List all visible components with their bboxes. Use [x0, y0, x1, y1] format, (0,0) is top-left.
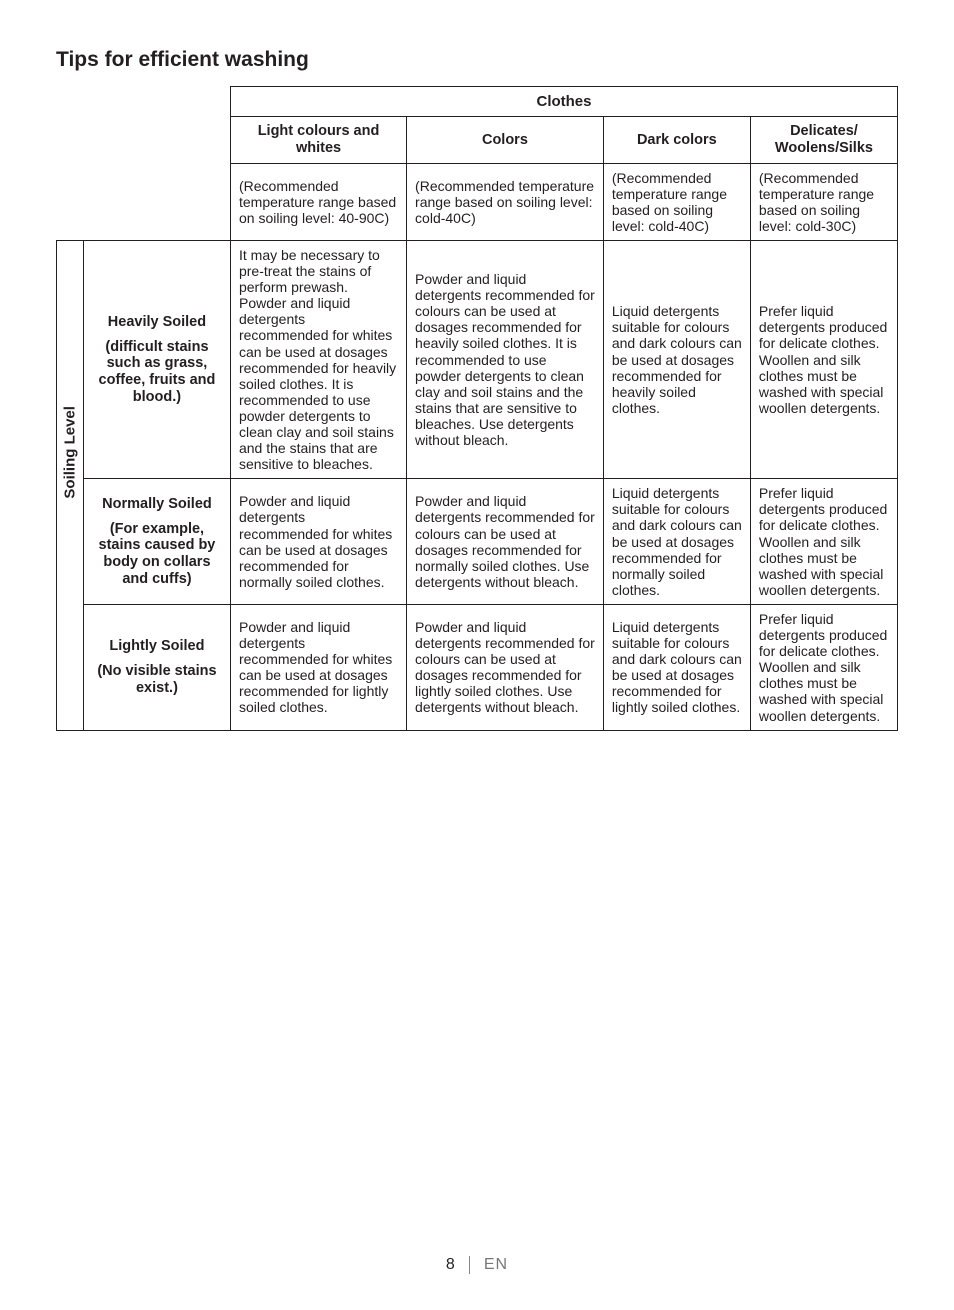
cell-normal-light: Powder and liquid detergents recommended…	[230, 479, 406, 605]
temp-light: (Recommended temperature range based on …	[230, 163, 406, 240]
row-label-sub: (For example, stains caused by body on c…	[92, 521, 222, 588]
row-label-heavy: Heavily Soiled (difficult stains such as…	[83, 240, 230, 478]
row-label-title: Lightly Soiled	[92, 638, 222, 655]
cell-normal-dark: Liquid detergents suitable for colours a…	[603, 479, 750, 605]
table-row: Normally Soiled (For example, stains cau…	[57, 479, 898, 605]
table-row: Soiling Level Heavily Soiled (difficult …	[57, 240, 898, 478]
page-number: 8	[446, 1256, 470, 1274]
col-header-colors: Colors	[407, 117, 604, 163]
temp-delicates: (Recommended temperature range based on …	[750, 163, 897, 240]
row-label-title: Heavily Soiled	[92, 314, 222, 331]
cell-light-delicates: Prefer liquid detergents produced for de…	[750, 604, 897, 730]
row-label-sub: (No visible stains exist.)	[92, 663, 222, 696]
cell-heavy-delicates: Prefer liquid detergents produced for de…	[750, 240, 897, 478]
table-row: Lightly Soiled (No visible stains exist.…	[57, 604, 898, 730]
spacer-cell	[57, 87, 231, 117]
cell-heavy-colors: Powder and liquid detergents recommended…	[407, 240, 604, 478]
row-label-normal: Normally Soiled (For example, stains cau…	[83, 479, 230, 605]
cell-normal-colors: Powder and liquid detergents recommended…	[407, 479, 604, 605]
row-label-light: Lightly Soiled (No visible stains exist.…	[83, 604, 230, 730]
cell-heavy-dark: Liquid detergents suitable for colours a…	[603, 240, 750, 478]
clothes-header: Clothes	[230, 87, 897, 117]
row-label-title: Normally Soiled	[92, 496, 222, 513]
table-row: (Recommended temperature range based on …	[57, 163, 898, 240]
cell-normal-delicates: Prefer liquid detergents produced for de…	[750, 479, 897, 605]
col-header-light: Light colours and whites	[230, 117, 406, 163]
page-footer: 8 EN	[0, 1256, 954, 1274]
spacer-cell	[57, 117, 231, 163]
soiling-level-text: Soiling Level	[61, 472, 78, 498]
table-row: Clothes	[57, 87, 898, 117]
row-label-sub: (difficult stains such as grass, coffee,…	[92, 339, 222, 406]
page-language: EN	[484, 1256, 508, 1273]
cell-heavy-light: It may be necessary to pre-treat the sta…	[230, 240, 406, 478]
soiling-level-header: Soiling Level	[57, 240, 84, 730]
cell-light-light: Powder and liquid detergents recommended…	[230, 604, 406, 730]
spacer-cell	[57, 163, 231, 240]
temp-dark: (Recommended temperature range based on …	[603, 163, 750, 240]
cell-light-colors: Powder and liquid detergents recommended…	[407, 604, 604, 730]
washing-tips-table: Clothes Light colours and whites Colors …	[56, 86, 898, 731]
table-row: Light colours and whites Colors Dark col…	[57, 117, 898, 163]
col-header-delicates: Delicates/ Woolens/Silks	[750, 117, 897, 163]
cell-light-dark: Liquid detergents suitable for colours a…	[603, 604, 750, 730]
col-header-dark: Dark colors	[603, 117, 750, 163]
temp-colors: (Recommended temperature range based on …	[407, 163, 604, 240]
page-title: Tips for efficient washing	[56, 48, 898, 72]
